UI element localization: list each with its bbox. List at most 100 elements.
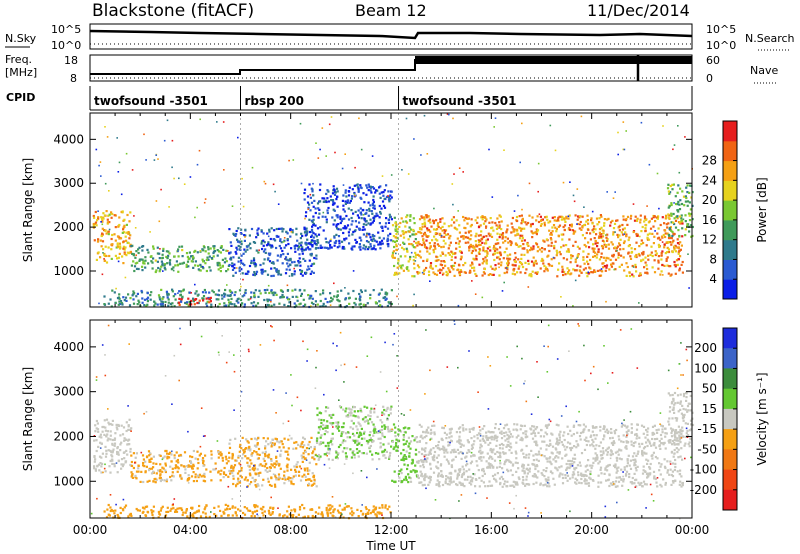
echo-cell xyxy=(354,220,357,223)
echo-cell xyxy=(128,304,132,307)
echo-cell xyxy=(467,231,471,234)
echo-cell xyxy=(325,241,328,244)
echo-cell xyxy=(429,428,433,431)
echo-cell xyxy=(589,435,592,438)
echo-cell xyxy=(333,295,336,298)
echo-cell xyxy=(351,439,355,442)
echo-cell xyxy=(671,250,674,254)
echo-cell xyxy=(619,238,622,241)
echo-cell xyxy=(327,247,330,250)
echo-cell xyxy=(497,225,500,228)
echo-cell xyxy=(93,465,96,468)
echo-cell xyxy=(326,301,329,304)
echo-cell xyxy=(484,485,487,488)
echo-cell xyxy=(358,303,361,306)
echo-cell xyxy=(437,269,440,272)
echo-cell xyxy=(513,485,516,488)
echo-cell xyxy=(326,197,329,200)
echo-cell xyxy=(271,438,274,441)
echo-cell xyxy=(657,227,660,230)
echo-cell xyxy=(277,462,280,465)
echo-cell xyxy=(311,472,314,475)
echo-cell xyxy=(303,444,306,447)
echo-cell xyxy=(159,473,162,476)
echo-cell xyxy=(141,265,144,268)
echo-cell xyxy=(93,455,96,458)
echo-cell xyxy=(279,454,282,458)
echo-cell xyxy=(625,218,628,221)
echo-cell xyxy=(299,479,303,482)
echo-cell xyxy=(485,250,488,253)
echo-cell xyxy=(408,442,411,445)
echo-cell xyxy=(391,255,394,258)
echo-cell xyxy=(312,194,315,197)
noise-point xyxy=(562,181,565,184)
noise-point xyxy=(410,251,413,254)
echo-cell xyxy=(347,207,350,210)
echo-cell xyxy=(633,452,636,455)
echo-cell xyxy=(356,186,360,189)
echo-cell xyxy=(171,471,174,474)
echo-cell xyxy=(673,247,676,250)
echo-cell xyxy=(534,231,538,234)
echo-cell xyxy=(399,469,402,473)
echo-cell xyxy=(273,238,276,241)
echo-cell xyxy=(258,289,261,292)
echo-cell xyxy=(633,248,637,251)
echo-cell xyxy=(517,267,520,270)
echo-cell xyxy=(385,409,388,412)
noise-point xyxy=(163,139,166,142)
echo-cell xyxy=(218,264,222,267)
echo-cell xyxy=(270,445,273,448)
noise-point xyxy=(242,278,244,281)
echo-cell xyxy=(246,272,249,275)
echo-cell xyxy=(614,268,617,271)
echo-cell xyxy=(326,209,329,212)
noise-point xyxy=(149,231,151,233)
echo-cell xyxy=(295,227,298,230)
echo-cell xyxy=(645,428,648,432)
echo-cell xyxy=(412,228,415,232)
echo-cell xyxy=(167,304,170,307)
echo-cell xyxy=(599,214,602,217)
echo-cell xyxy=(684,234,687,237)
echo-cell xyxy=(501,237,504,240)
echo-cell xyxy=(130,460,133,464)
echo-cell xyxy=(301,234,304,238)
echo-cell xyxy=(337,228,340,231)
echo-cell xyxy=(635,469,638,472)
noise-point xyxy=(560,296,562,298)
echo-cell xyxy=(508,258,511,261)
echo-cell xyxy=(544,216,547,219)
echo-cell xyxy=(691,225,694,229)
echo-cell xyxy=(469,238,472,241)
echo-cell xyxy=(336,457,339,460)
echo-cell xyxy=(344,202,347,205)
echo-cell xyxy=(324,453,327,456)
echo-cell xyxy=(638,442,641,445)
echo-cell xyxy=(209,247,212,250)
echo-cell xyxy=(671,241,674,244)
echo-cell xyxy=(482,246,485,249)
echo-cell xyxy=(378,300,381,303)
echo-cell xyxy=(244,476,248,479)
echo-cell xyxy=(457,242,460,245)
echo-cell xyxy=(252,304,255,307)
noise-point xyxy=(309,193,312,196)
echo-cell xyxy=(503,435,506,438)
echo-cell xyxy=(377,231,380,234)
echo-cell xyxy=(152,247,155,250)
echo-cell xyxy=(608,463,611,467)
echo-cell xyxy=(264,450,267,453)
echo-cell xyxy=(158,470,162,473)
echo-cell xyxy=(625,447,628,450)
echo-cell xyxy=(384,426,387,429)
echo-cell xyxy=(384,225,387,228)
echo-cell xyxy=(686,225,689,228)
echo-cell xyxy=(535,243,539,246)
echo-cell xyxy=(308,259,311,262)
echo-cell xyxy=(666,232,669,235)
echo-cell xyxy=(298,289,301,292)
echo-cell xyxy=(542,435,546,438)
echo-cell xyxy=(319,244,322,247)
